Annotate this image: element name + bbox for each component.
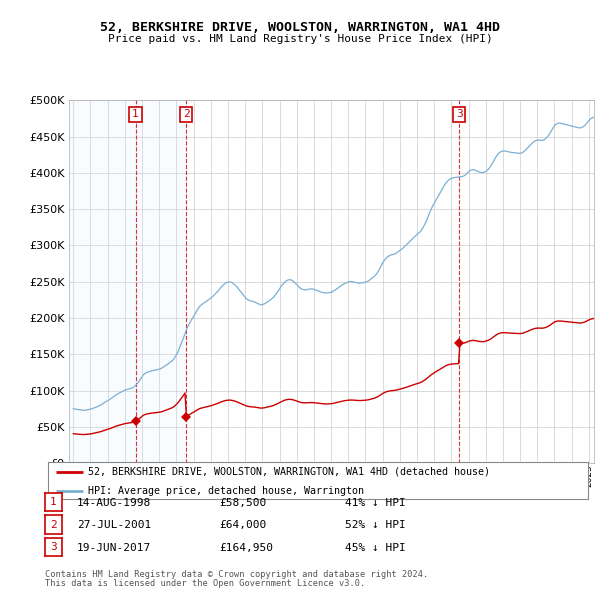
Text: 1: 1 <box>132 109 139 119</box>
Text: 41% ↓ HPI: 41% ↓ HPI <box>345 498 406 507</box>
Text: £64,000: £64,000 <box>219 520 266 530</box>
Text: HPI: Average price, detached house, Warrington: HPI: Average price, detached house, Warr… <box>89 486 365 496</box>
Text: Price paid vs. HM Land Registry's House Price Index (HPI): Price paid vs. HM Land Registry's House … <box>107 34 493 44</box>
Text: 27-JUL-2001: 27-JUL-2001 <box>77 520 151 530</box>
Text: 52% ↓ HPI: 52% ↓ HPI <box>345 520 406 530</box>
Bar <box>136 100 186 463</box>
Text: 3: 3 <box>50 542 57 552</box>
Text: 3: 3 <box>456 109 463 119</box>
Text: Contains HM Land Registry data © Crown copyright and database right 2024.: Contains HM Land Registry data © Crown c… <box>45 571 428 579</box>
Text: 19-JUN-2017: 19-JUN-2017 <box>77 543 151 552</box>
Text: 2: 2 <box>183 109 190 119</box>
Text: 1: 1 <box>50 497 57 507</box>
Text: 14-AUG-1998: 14-AUG-1998 <box>77 498 151 507</box>
Text: £58,500: £58,500 <box>219 498 266 507</box>
Text: This data is licensed under the Open Government Licence v3.0.: This data is licensed under the Open Gov… <box>45 579 365 588</box>
Bar <box>69 100 136 463</box>
Text: 2: 2 <box>50 520 57 530</box>
Text: 45% ↓ HPI: 45% ↓ HPI <box>345 543 406 552</box>
Text: 52, BERKSHIRE DRIVE, WOOLSTON, WARRINGTON, WA1 4HD (detached house): 52, BERKSHIRE DRIVE, WOOLSTON, WARRINGTO… <box>89 467 491 477</box>
Text: £164,950: £164,950 <box>219 543 273 552</box>
Text: 52, BERKSHIRE DRIVE, WOOLSTON, WARRINGTON, WA1 4HD: 52, BERKSHIRE DRIVE, WOOLSTON, WARRINGTO… <box>100 21 500 34</box>
